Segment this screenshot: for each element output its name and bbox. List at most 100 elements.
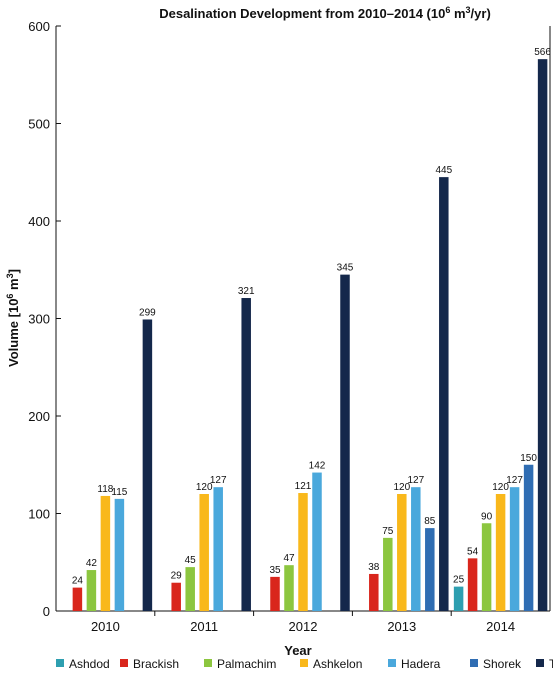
- title-unit-m: m: [450, 6, 465, 21]
- data-label: 566: [534, 47, 551, 58]
- bar-palmachim-2014: [481, 523, 492, 611]
- bar-hadera-2011: [213, 487, 223, 611]
- x-tick-label: 2010: [91, 619, 120, 634]
- data-label: 127: [210, 475, 227, 486]
- data-label: 127: [407, 475, 424, 486]
- bar-ashkelon-2012: [298, 493, 308, 611]
- bar-shorek-2013: [425, 528, 435, 611]
- data-label: 75: [382, 526, 394, 537]
- legend-label: Ashdod: [69, 657, 110, 671]
- legend-label: Brackish: [133, 657, 179, 671]
- data-label: 142: [309, 461, 326, 472]
- bar-brackish-2013: [369, 573, 379, 611]
- y-tick-label: 300: [28, 312, 50, 327]
- ylabel-main: Volume [10: [6, 299, 21, 367]
- chart-title: Desalination Development from 2010–2014 …: [159, 5, 491, 21]
- bar-brackish-2012: [270, 576, 280, 611]
- data-label: 150: [520, 453, 537, 464]
- ylabel-superscript-6: 6: [5, 294, 15, 299]
- data-label: 321: [238, 286, 255, 297]
- data-label: 42: [86, 558, 98, 569]
- bar-ashkelon-2014: [495, 494, 506, 611]
- data-label: 127: [506, 475, 523, 486]
- legend-item-shorek: Shorek: [470, 657, 522, 671]
- y-tick-label: 500: [28, 117, 50, 132]
- title-end: /yr): [471, 6, 491, 21]
- bar-brackish-2010: [72, 587, 83, 611]
- x-axis-title: Year: [284, 643, 311, 658]
- legend-item-palmachim: Palmachim: [204, 657, 276, 671]
- y-tick-label: 200: [28, 409, 50, 424]
- bar-hadera-2012: [312, 472, 322, 611]
- legend-label: Ashkelon: [313, 657, 362, 671]
- bar-brackish-2011: [171, 582, 181, 611]
- y-tick-label: 100: [28, 507, 50, 522]
- bar-total-2010: [142, 319, 153, 611]
- bar-ashkelon-2010: [100, 495, 111, 611]
- bar-total-2012: [340, 274, 350, 611]
- bar-brackish-2014: [467, 558, 478, 611]
- title-superscript-3: 3: [466, 5, 471, 15]
- bar-shorek-2014: [523, 464, 534, 611]
- bar-ashdod-2014: [453, 586, 464, 611]
- x-tick-label: 2011: [190, 619, 218, 634]
- data-label: 120: [393, 482, 410, 493]
- title-main: Desalination Development from 2010–2014 …: [159, 6, 445, 21]
- x-tick-label: 2012: [289, 619, 318, 634]
- bar-ashkelon-2011: [199, 494, 209, 611]
- legend-swatch: [300, 659, 308, 667]
- y-tick-label: 400: [28, 214, 50, 229]
- bar-hadera-2014: [509, 487, 520, 611]
- data-label: 25: [453, 575, 465, 586]
- bar-total-2014: [537, 59, 548, 611]
- data-label: 24: [72, 576, 84, 587]
- data-label: 120: [196, 482, 213, 493]
- bar-total-2011: [241, 298, 251, 611]
- bar-palmachim-2011: [185, 567, 195, 611]
- legend-swatch: [204, 659, 212, 667]
- ylabel-superscript-3: 3: [5, 273, 15, 278]
- bar-palmachim-2013: [383, 537, 393, 611]
- legend-item-total: Total: [536, 657, 553, 671]
- data-label: 47: [283, 553, 295, 564]
- legend-swatch: [470, 659, 478, 667]
- title-superscript-6: 6: [445, 5, 450, 15]
- legend: Ashdod Brackish Palmachim Ashkelon Hadera Sho…: [56, 657, 553, 671]
- data-label: 118: [97, 484, 113, 495]
- data-label: 29: [171, 571, 183, 582]
- data-label: 54: [467, 546, 479, 557]
- bar-hadera-2013: [411, 487, 421, 611]
- y-tick-label: 600: [28, 19, 50, 34]
- data-label: 115: [111, 487, 127, 498]
- legend-label: Hadera: [401, 657, 441, 671]
- legend-swatch: [536, 659, 544, 667]
- data-label: 45: [185, 555, 197, 566]
- data-label: 35: [269, 565, 281, 576]
- data-label: 38: [368, 562, 380, 573]
- legend-swatch: [388, 659, 396, 667]
- legend-swatch: [120, 659, 128, 667]
- legend-swatch: [56, 659, 64, 667]
- legend-item-ashdod: Ashdod: [56, 657, 110, 671]
- ylabel-unit-m: m: [6, 278, 21, 293]
- data-label: 299: [139, 307, 156, 318]
- bar-total-2013: [439, 177, 449, 611]
- bar-palmachim-2012: [284, 565, 294, 611]
- x-tick-label: 2013: [387, 619, 416, 634]
- data-label: 121: [295, 481, 312, 492]
- legend-item-hadera: Hadera: [388, 657, 441, 671]
- bar-hadera-2010: [114, 498, 125, 611]
- y-axis-title: Volume [106 m3]: [5, 269, 21, 367]
- data-label: 445: [435, 165, 452, 176]
- data-label: 345: [337, 263, 354, 274]
- data-label: 85: [424, 516, 436, 527]
- legend-item-ashkelon: Ashkelon: [300, 657, 362, 671]
- legend-item-brackish: Brackish: [120, 657, 179, 671]
- data-label: 120: [492, 482, 509, 493]
- x-tick-label: 2014: [486, 619, 515, 634]
- data-label: 90: [481, 511, 493, 522]
- legend-label: Shorek: [483, 657, 522, 671]
- ylabel-end: ]: [6, 269, 21, 273]
